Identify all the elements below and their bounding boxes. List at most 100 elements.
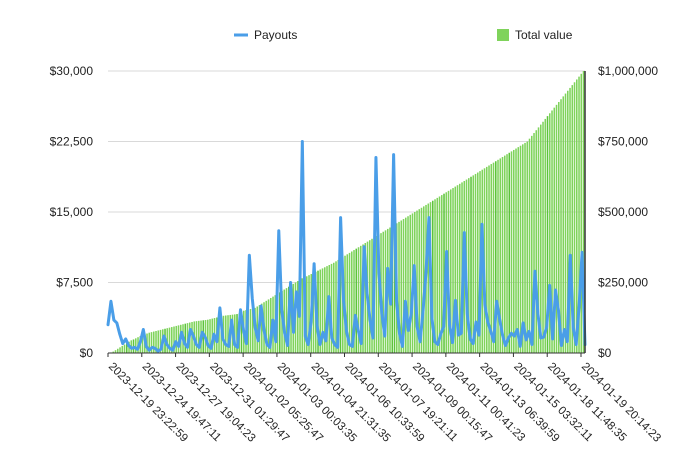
total-value-bar: [576, 79, 578, 354]
total-value-bar: [306, 276, 308, 353]
total-value-bar: [423, 206, 425, 353]
total-value-bar: [488, 165, 490, 353]
total-value-bar: [472, 175, 475, 353]
total-value-bar: [195, 321, 198, 353]
total-value-bar: [582, 71, 585, 353]
total-value-bar: [486, 166, 488, 353]
total-value-bar: [265, 300, 268, 353]
total-value-bar: [402, 219, 405, 353]
total-value-bar: [348, 252, 351, 353]
total-value-bar: [400, 220, 403, 353]
total-value-bar: [225, 315, 227, 353]
total-value-bar: [524, 142, 526, 353]
total-value-bar: [177, 325, 180, 353]
total-value-bar: [578, 76, 580, 353]
total-value-bar: [175, 325, 178, 353]
right-tick-label: $500,000: [598, 205, 648, 219]
total-value-bar: [308, 275, 310, 353]
right-tick-label: $0: [598, 346, 612, 360]
total-value-bar: [249, 309, 252, 353]
total-value-bar: [560, 99, 562, 353]
total-value-bar: [454, 186, 457, 353]
total-value-bar: [443, 193, 445, 353]
total-value-bar: [207, 319, 209, 353]
total-value-bar: [339, 258, 342, 353]
total-value-bar: [470, 176, 472, 353]
total-value-bar: [571, 85, 574, 353]
total-value-bar: [567, 90, 569, 354]
total-value-bar: [477, 172, 479, 353]
total-value-bar: [497, 159, 499, 353]
total-value-bar: [510, 151, 513, 353]
total-value-bar: [416, 210, 418, 353]
left-tick-label: $30,000: [50, 64, 94, 78]
total-value-bar: [564, 93, 567, 353]
right-axis-ticks: $0 $250,000 $500,000 $750,000 $1,000,000: [598, 64, 658, 360]
total-value-bar: [227, 315, 229, 353]
total-value-bar: [209, 319, 211, 353]
total-value-bar: [333, 262, 335, 353]
total-value-bar: [528, 138, 531, 353]
total-value-bar: [168, 327, 171, 353]
total-value-bar: [526, 141, 529, 353]
total-value-bar: [252, 308, 254, 353]
total-value-bar: [285, 288, 288, 353]
left-tick-label: $7,500: [56, 276, 93, 290]
total-value-bar: [324, 267, 326, 353]
total-value-bar: [301, 278, 304, 353]
total-value-bar: [351, 251, 353, 353]
total-value-bar: [321, 268, 324, 353]
total-value-bar: [573, 82, 576, 353]
total-value-bar: [546, 116, 549, 354]
total-value-bar: [153, 331, 155, 353]
total-value-bar: [256, 306, 259, 353]
total-value-bar: [364, 243, 367, 353]
total-value-bar: [515, 148, 517, 353]
total-value-bar: [420, 207, 423, 353]
total-value-bar: [369, 240, 371, 353]
total-value-bar: [157, 330, 160, 353]
total-value-bar: [290, 285, 292, 353]
left-tick-label: $0: [80, 346, 94, 360]
total-value-bar: [407, 216, 409, 353]
total-value-bar: [522, 144, 524, 353]
total-value-bar: [517, 147, 520, 353]
left-tick-label: $22,500: [50, 135, 94, 149]
total-value-bar: [297, 281, 299, 353]
total-value-bar: [267, 299, 270, 353]
total-value-bar: [378, 234, 380, 353]
total-value-bar: [499, 158, 502, 353]
total-value-bar: [123, 344, 126, 353]
total-value-bar: [135, 338, 137, 353]
total-value-bar: [504, 155, 506, 353]
total-value-bar: [436, 197, 439, 353]
total-value-bar: [495, 161, 497, 353]
total-value-bar: [441, 195, 443, 353]
total-value-bar: [533, 133, 535, 353]
total-value-bar: [540, 124, 542, 353]
total-value-bar: [513, 149, 515, 353]
total-value-bar: [312, 272, 315, 353]
left-axis-ticks: $0 $7,500 $15,000 $22,500 $30,000: [50, 64, 94, 360]
total-value-bar: [409, 214, 412, 353]
total-value-bar: [360, 245, 362, 353]
total-value-bar: [198, 320, 200, 353]
total-value-bar: [438, 196, 441, 353]
total-value-bar: [236, 314, 238, 353]
right-tick-label: $750,000: [598, 135, 648, 149]
total-value-bar: [166, 328, 169, 353]
total-value-bar: [542, 121, 544, 353]
legend: Payouts Total value: [234, 28, 573, 42]
total-value-bar: [148, 332, 151, 353]
left-tick-label: $15,000: [50, 205, 94, 219]
total-value-bar: [114, 350, 117, 353]
total-value-bar: [191, 321, 193, 353]
total-value-bar: [150, 332, 153, 353]
total-value-bar: [450, 189, 452, 353]
total-value-bar: [171, 327, 173, 353]
total-value-bar: [555, 104, 558, 353]
total-value-bar: [531, 135, 533, 353]
total-value-bar: [353, 250, 355, 353]
total-value-bar: [126, 343, 128, 353]
